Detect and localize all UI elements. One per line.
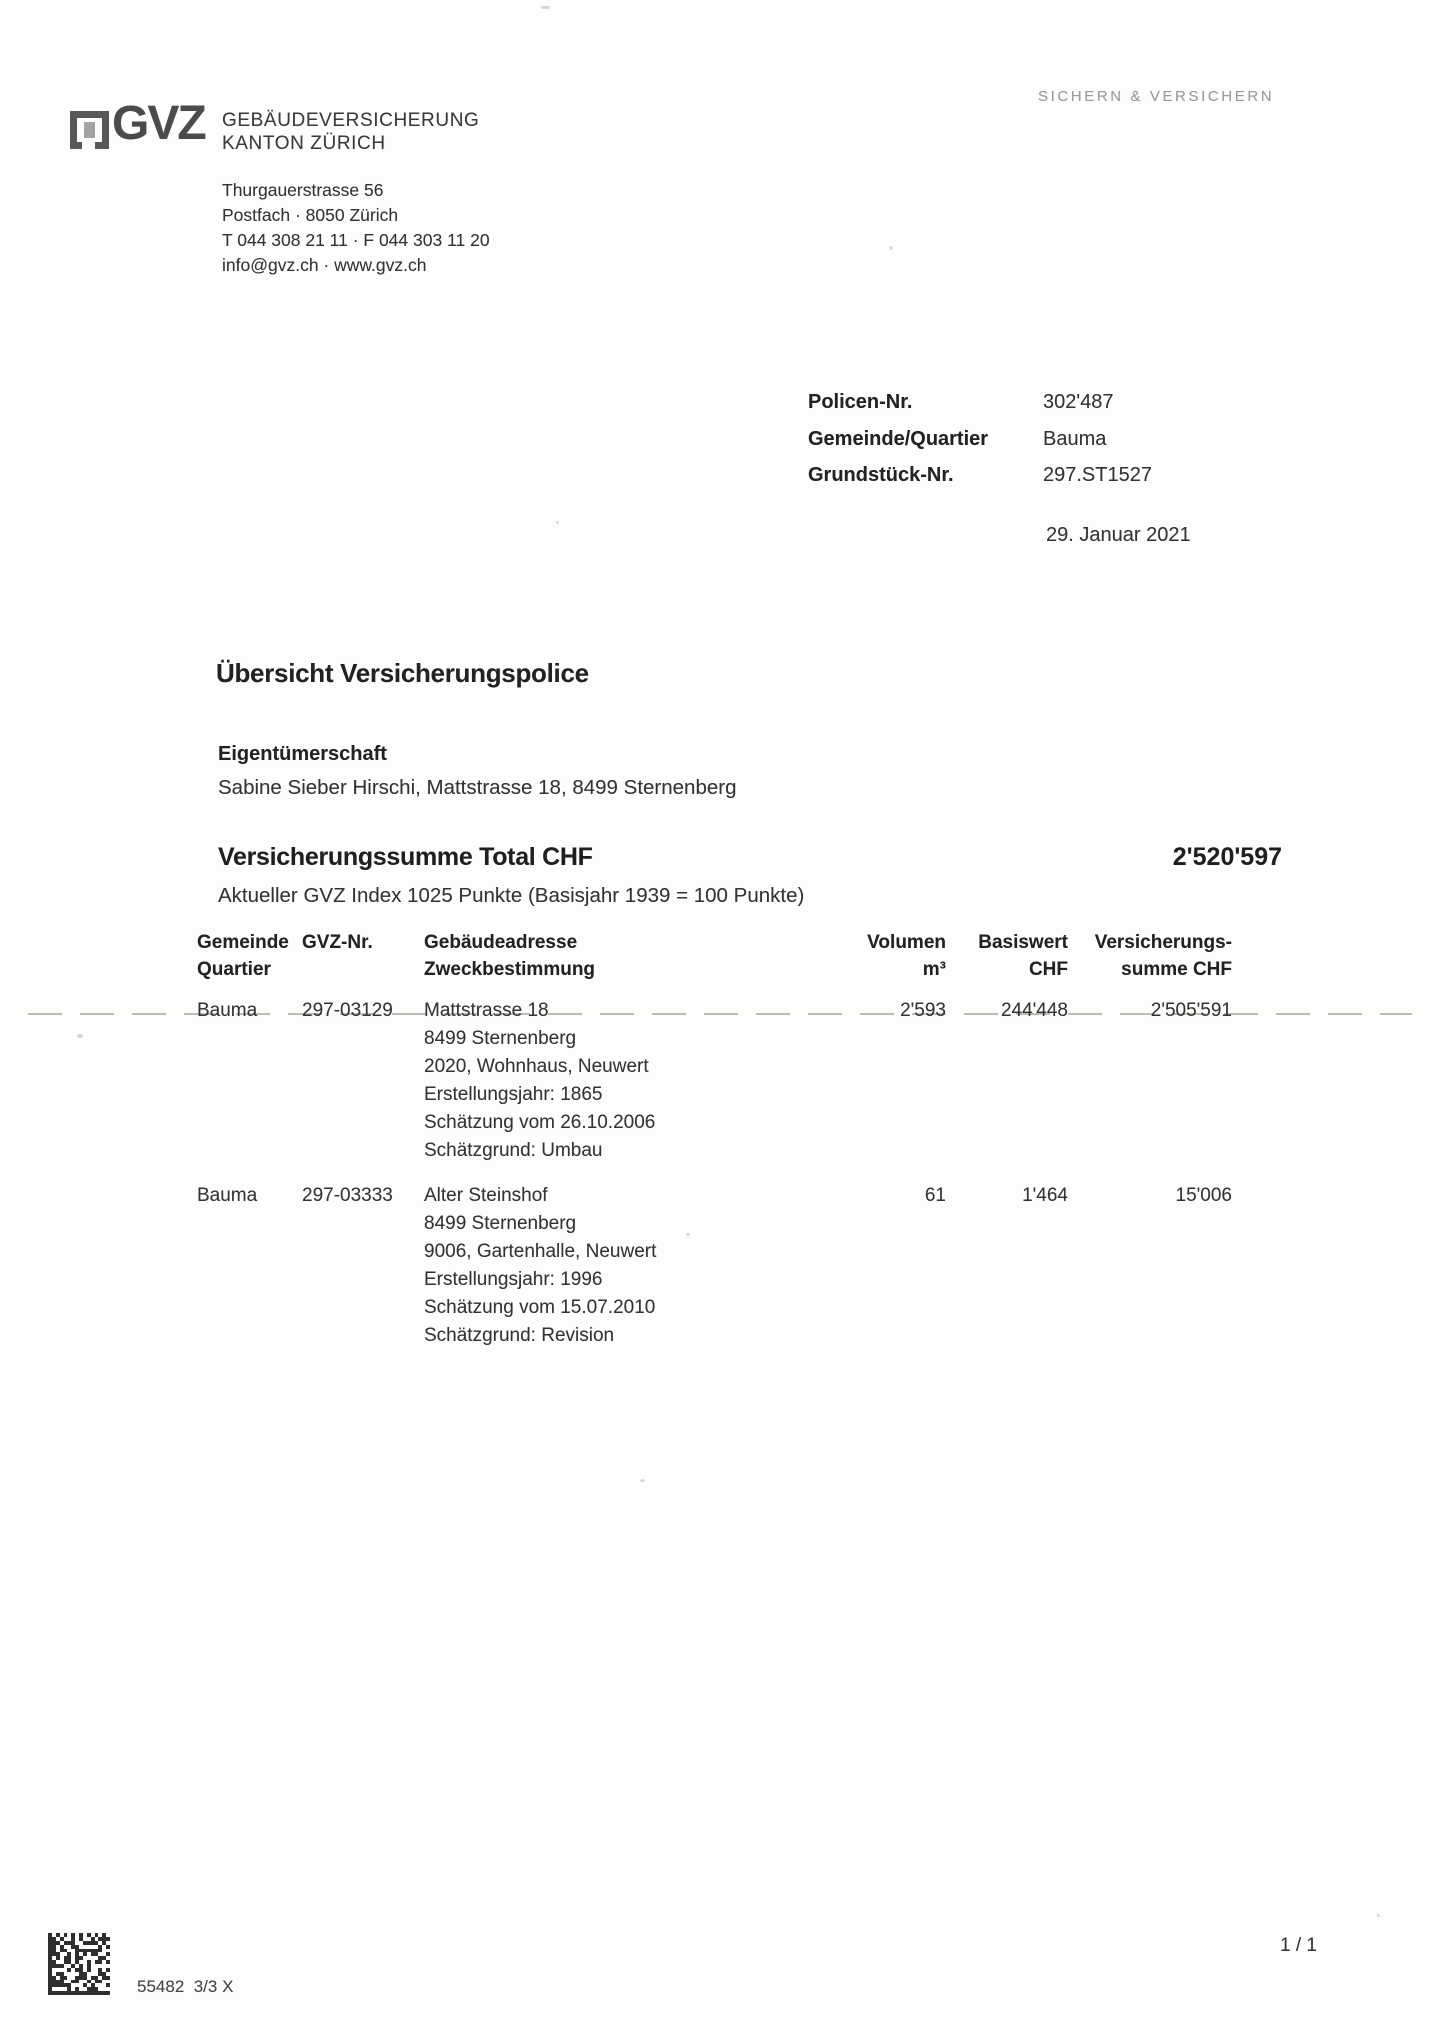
company-name-line1: GEBÄUDEVERSICHERUNG	[222, 110, 480, 131]
tagline: SICHERN & VERSICHERN	[1038, 88, 1275, 105]
header-gvz-nr: GVZ-Nr.	[302, 932, 373, 953]
gemeinde-quartier-value: Bauma	[1043, 427, 1107, 450]
scan-speck	[1377, 1914, 1380, 1917]
address-line: Thurgauerstrasse 56	[222, 180, 384, 200]
gvz-logo-inner-square	[84, 122, 95, 138]
address-line: Postfach · 8050 Zürich	[222, 205, 399, 225]
building-detail-line: Schätzung vom 26.10.2006	[424, 1112, 656, 1133]
scan-speck	[470, 1196, 473, 1199]
building-detail-line: Alter Steinshof	[424, 1185, 548, 1206]
policy-number-label: Policen-Nr.	[808, 391, 913, 413]
header-basiswert: Basiswert CHF	[956, 929, 1068, 983]
cell-volumen: 2'593	[900, 1000, 946, 1021]
header-line: Quartier	[197, 959, 271, 980]
header-versicherungssumme: Versicherungs- summe CHF	[1078, 929, 1232, 983]
scan-speck	[686, 1233, 690, 1236]
header-line: CHF	[1028, 959, 1068, 980]
cell-versicherungssumme: 2'505'591	[1150, 1000, 1232, 1021]
gemeinde-quartier-row: Gemeinde/Quartier Bauma	[808, 421, 1152, 458]
sender-address-block: Thurgauerstrasse 56 Postfach · 8050 Züri…	[222, 178, 490, 278]
owner-heading: Eigentümerschaft	[218, 743, 387, 765]
company-name-line2: KANTON ZÜRICH	[222, 133, 386, 154]
cell-building-details: Alter Steinshof 8499 Sternenberg 9006, G…	[424, 1182, 764, 1350]
grundstueck-value: 297.ST1527	[1043, 464, 1152, 486]
gemeinde-quartier-label: Gemeinde/Quartier	[808, 427, 989, 450]
document-code: 55482 3/3 X	[137, 1977, 234, 1996]
cell-gemeinde: Bauma	[197, 1000, 258, 1021]
header-line: summe CHF	[1121, 959, 1232, 980]
building-detail-line: Schätzgrund: Umbau	[424, 1140, 603, 1161]
cell-gvz-nr: 297-03333	[302, 1185, 393, 1206]
policy-number-row: Policen-Nr. 302'487	[808, 384, 1152, 421]
header-line: Volumen	[867, 932, 946, 953]
scan-speck	[556, 521, 559, 524]
building-detail-line: 2020, Wohnhaus, Neuwert	[424, 1056, 649, 1077]
building-detail-line: Schätzgrund: Revision	[424, 1325, 615, 1346]
owner-name-address: Sabine Sieber Hirschi, Mattstrasse 18, 8…	[218, 776, 737, 799]
scan-fold-line	[28, 1013, 1412, 1015]
address-line: info@gvz.ch · www.gvz.ch	[222, 255, 427, 275]
gvz-index-note: Aktueller GVZ Index 1025 Punkte (Basisja…	[218, 884, 805, 907]
header-volumen: Volumen m³	[790, 929, 946, 983]
cell-basiswert: 1'464	[1022, 1185, 1068, 1206]
building-detail-line: Mattstrasse 18	[424, 1000, 549, 1021]
header-gemeinde-quartier: Gemeinde Quartier	[197, 929, 307, 983]
scan-speck	[640, 1479, 645, 1482]
cell-gvz-nr: 297-03129	[302, 1000, 393, 1021]
cell-gemeinde: Bauma	[197, 1185, 258, 1206]
building-detail-line: 8499 Sternenberg	[424, 1213, 577, 1234]
logo-text: GVZ	[112, 97, 207, 150]
page-title: Übersicht Versicherungspolice	[216, 658, 589, 688]
gvz-logo-notch	[82, 142, 95, 149]
insurance-sum-label: Versicherungssumme Total CHF	[218, 843, 593, 871]
gvz-logo-icon	[70, 111, 109, 149]
scan-speck	[77, 1034, 83, 1038]
page-number: 1 / 1	[1280, 1935, 1317, 1956]
cell-versicherungssumme: 15'006	[1175, 1185, 1232, 1206]
policy-number-value: 302'487	[1043, 391, 1114, 413]
building-detail-line: Schätzung vom 15.07.2010	[424, 1297, 656, 1318]
building-detail-line: 9006, Gartenhalle, Neuwert	[424, 1241, 657, 1262]
header-line: Versicherungs-	[1094, 932, 1232, 953]
address-line: T 044 308 21 11 · F 044 303 11 20	[222, 230, 490, 250]
cell-building-details: Mattstrasse 18 8499 Sternenberg 2020, Wo…	[424, 997, 764, 1165]
header-line: Zweckbestimmung	[424, 959, 596, 980]
policy-reference-block: Policen-Nr. 302'487 Gemeinde/Quartier Ba…	[808, 384, 1152, 494]
cell-volumen: 61	[924, 1185, 946, 1206]
cell-basiswert: 244'448	[1000, 1000, 1068, 1021]
datamatrix-barcode-icon	[48, 1933, 110, 1995]
grundstueck-label: Grundstück-Nr.	[808, 464, 954, 486]
building-detail-line: Erstellungsjahr: 1996	[424, 1269, 603, 1290]
building-detail-line: 8499 Sternenberg	[424, 1028, 577, 1049]
header-line: Gebäudeadresse	[424, 932, 578, 953]
building-detail-line: Erstellungsjahr: 1865	[424, 1084, 603, 1105]
scan-speck	[889, 246, 893, 250]
scan-speck	[541, 6, 550, 9]
header-gebaeudeadresse: Gebäudeadresse Zweckbestimmung	[424, 929, 764, 983]
header-line: m³	[922, 959, 946, 980]
header-line: Gemeinde	[197, 932, 289, 953]
company-name: GEBÄUDEVERSICHERUNG KANTON ZÜRICH	[222, 109, 479, 155]
header-line: Basiswert	[978, 932, 1068, 953]
insurance-sum-total: 2'520'597	[1172, 843, 1282, 871]
document-date: 29. Januar 2021	[1046, 524, 1191, 546]
grundstueck-row: Grundstück-Nr. 297.ST1527	[808, 457, 1152, 494]
